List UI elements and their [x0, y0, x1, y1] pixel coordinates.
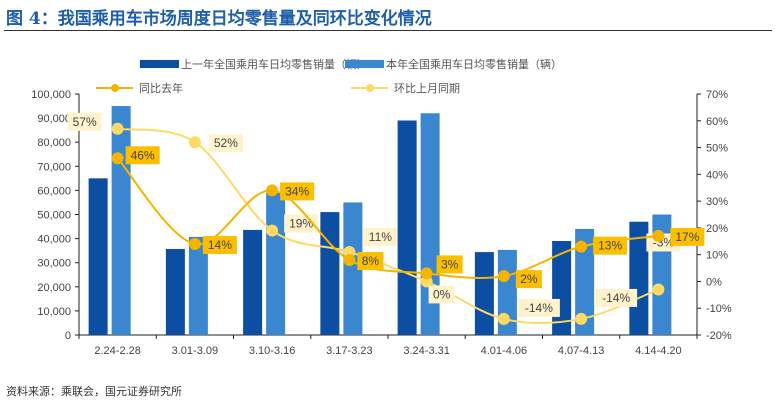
bar-prev-year: [165, 248, 185, 335]
mom-label-box: [363, 227, 398, 246]
yoy-marker: [266, 184, 279, 197]
source-note: 资料来源：乘联会，国元证券研究所: [6, 385, 182, 398]
left-tick-label: 70,000: [37, 161, 71, 173]
mom-marker: [111, 122, 124, 135]
right-tick-label: -20%: [706, 330, 732, 342]
legend-label-3: 环比上月同期: [394, 82, 460, 95]
legend-marker-3: [366, 84, 374, 92]
right-tick-label: 40%: [706, 169, 728, 181]
mom-data-label: 52%: [214, 136, 238, 150]
right-tick-label: 50%: [706, 143, 728, 155]
right-tick-label: -10%: [706, 303, 732, 315]
mom-marker: [497, 312, 510, 325]
yoy-data-label: 13%: [598, 239, 622, 253]
left-tick-label: 30,000: [37, 258, 71, 270]
yoy-data-label: 2%: [520, 272, 538, 286]
yoy-label-box: [280, 182, 315, 201]
yoy-data-label: 14%: [208, 238, 232, 252]
figure-title: 图 4：我国乘用车市场周度日均零售量及同环比变化情况: [6, 9, 432, 29]
legend-swatch-0: [140, 60, 179, 68]
x-tick-label: 3.24-3.31: [403, 345, 449, 357]
bar-prev-year: [397, 120, 417, 335]
yoy-marker: [575, 240, 588, 253]
yoy-marker: [420, 267, 433, 280]
x-tick-label: 4.14-4.20: [635, 345, 681, 357]
x-tick-label: 4.07-4.13: [558, 345, 604, 357]
title-divider: [4, 30, 772, 31]
yoy-label-box: [670, 227, 705, 246]
mom-label-box: [595, 288, 638, 307]
legend-label-1: 本年全国乘用车日均零售销量（辆）: [386, 57, 562, 71]
legend-label-0: 上一年全国乘用车日均零售销量（辆）: [181, 57, 368, 71]
mom-marker: [652, 283, 665, 296]
left-tick-label: 80,000: [37, 137, 71, 149]
legend-marker-2: [111, 84, 119, 92]
x-tick-label: 3.17-3.23: [326, 345, 372, 357]
legend-label-2: 同比去年: [139, 81, 183, 95]
yoy-label-box: [436, 255, 463, 274]
right-tick-label: 70%: [706, 89, 728, 101]
legend-swatch-1: [345, 60, 384, 68]
mom-data-label: 11%: [369, 230, 392, 244]
yoy-data-label: 46%: [131, 148, 155, 162]
yoy-marker: [343, 254, 356, 267]
left-tick-label: 0: [65, 330, 71, 342]
bar-this-year: [343, 202, 363, 335]
mom-data-label: 57%: [73, 115, 97, 129]
yoy-label-box: [593, 236, 628, 255]
right-tick-label: 20%: [706, 223, 728, 235]
yoy-label-box: [125, 146, 160, 165]
yoy-marker: [111, 152, 124, 165]
mom-label-box: [67, 112, 102, 131]
yoy-data-label: 17%: [675, 230, 699, 244]
yoy-marker: [652, 229, 665, 242]
bar-this-year: [575, 228, 595, 335]
right-tick-label: 0%: [706, 276, 722, 288]
left-tick-label: 20,000: [37, 282, 71, 294]
right-tick-label: 10%: [706, 250, 728, 262]
mom-data-label: -14%: [602, 291, 630, 305]
mom-label-box: [428, 285, 455, 304]
mom-label-box: [517, 298, 560, 317]
left-tick-label: 40,000: [37, 234, 71, 246]
x-tick-label: 3.01-3.09: [172, 345, 218, 357]
yoy-data-label: 8%: [362, 254, 380, 268]
left-tick-label: 90,000: [37, 113, 71, 125]
yoy-label-box: [202, 235, 237, 254]
left-tick-label: 100,000: [31, 89, 71, 101]
left-tick-label: 60,000: [37, 185, 71, 197]
right-tick-label: 30%: [706, 196, 728, 208]
yoy-marker: [188, 237, 201, 250]
yoy-label-box: [357, 252, 384, 271]
yoy-label-box: [515, 270, 542, 289]
mom-data-label: 19%: [289, 217, 313, 231]
bar-this-year: [266, 192, 286, 335]
mom-marker: [575, 312, 588, 325]
mom-marker: [266, 224, 279, 237]
bar-prev-year: [474, 252, 494, 335]
bar-this-year: [188, 236, 208, 335]
yoy-marker: [497, 270, 510, 283]
mom-data-label: -14%: [525, 301, 553, 315]
x-tick-label: 3.10-3.16: [249, 345, 295, 357]
mom-data-label: 0%: [433, 287, 451, 301]
left-tick-label: 50,000: [37, 210, 71, 222]
right-tick-label: 60%: [706, 116, 728, 128]
bar-prev-year: [320, 212, 340, 335]
mom-marker: [188, 136, 201, 149]
bar-prev-year: [243, 229, 263, 335]
bar-prev-year: [88, 178, 108, 335]
x-tick-label: 2.24-2.28: [94, 345, 140, 357]
x-tick-label: 4.01-4.06: [481, 345, 527, 357]
yoy-data-label: 3%: [441, 257, 459, 271]
mom-label-box: [208, 134, 243, 153]
left-tick-label: 10,000: [37, 306, 71, 318]
bar-this-year: [111, 106, 131, 335]
yoy-data-label: 34%: [285, 184, 309, 198]
